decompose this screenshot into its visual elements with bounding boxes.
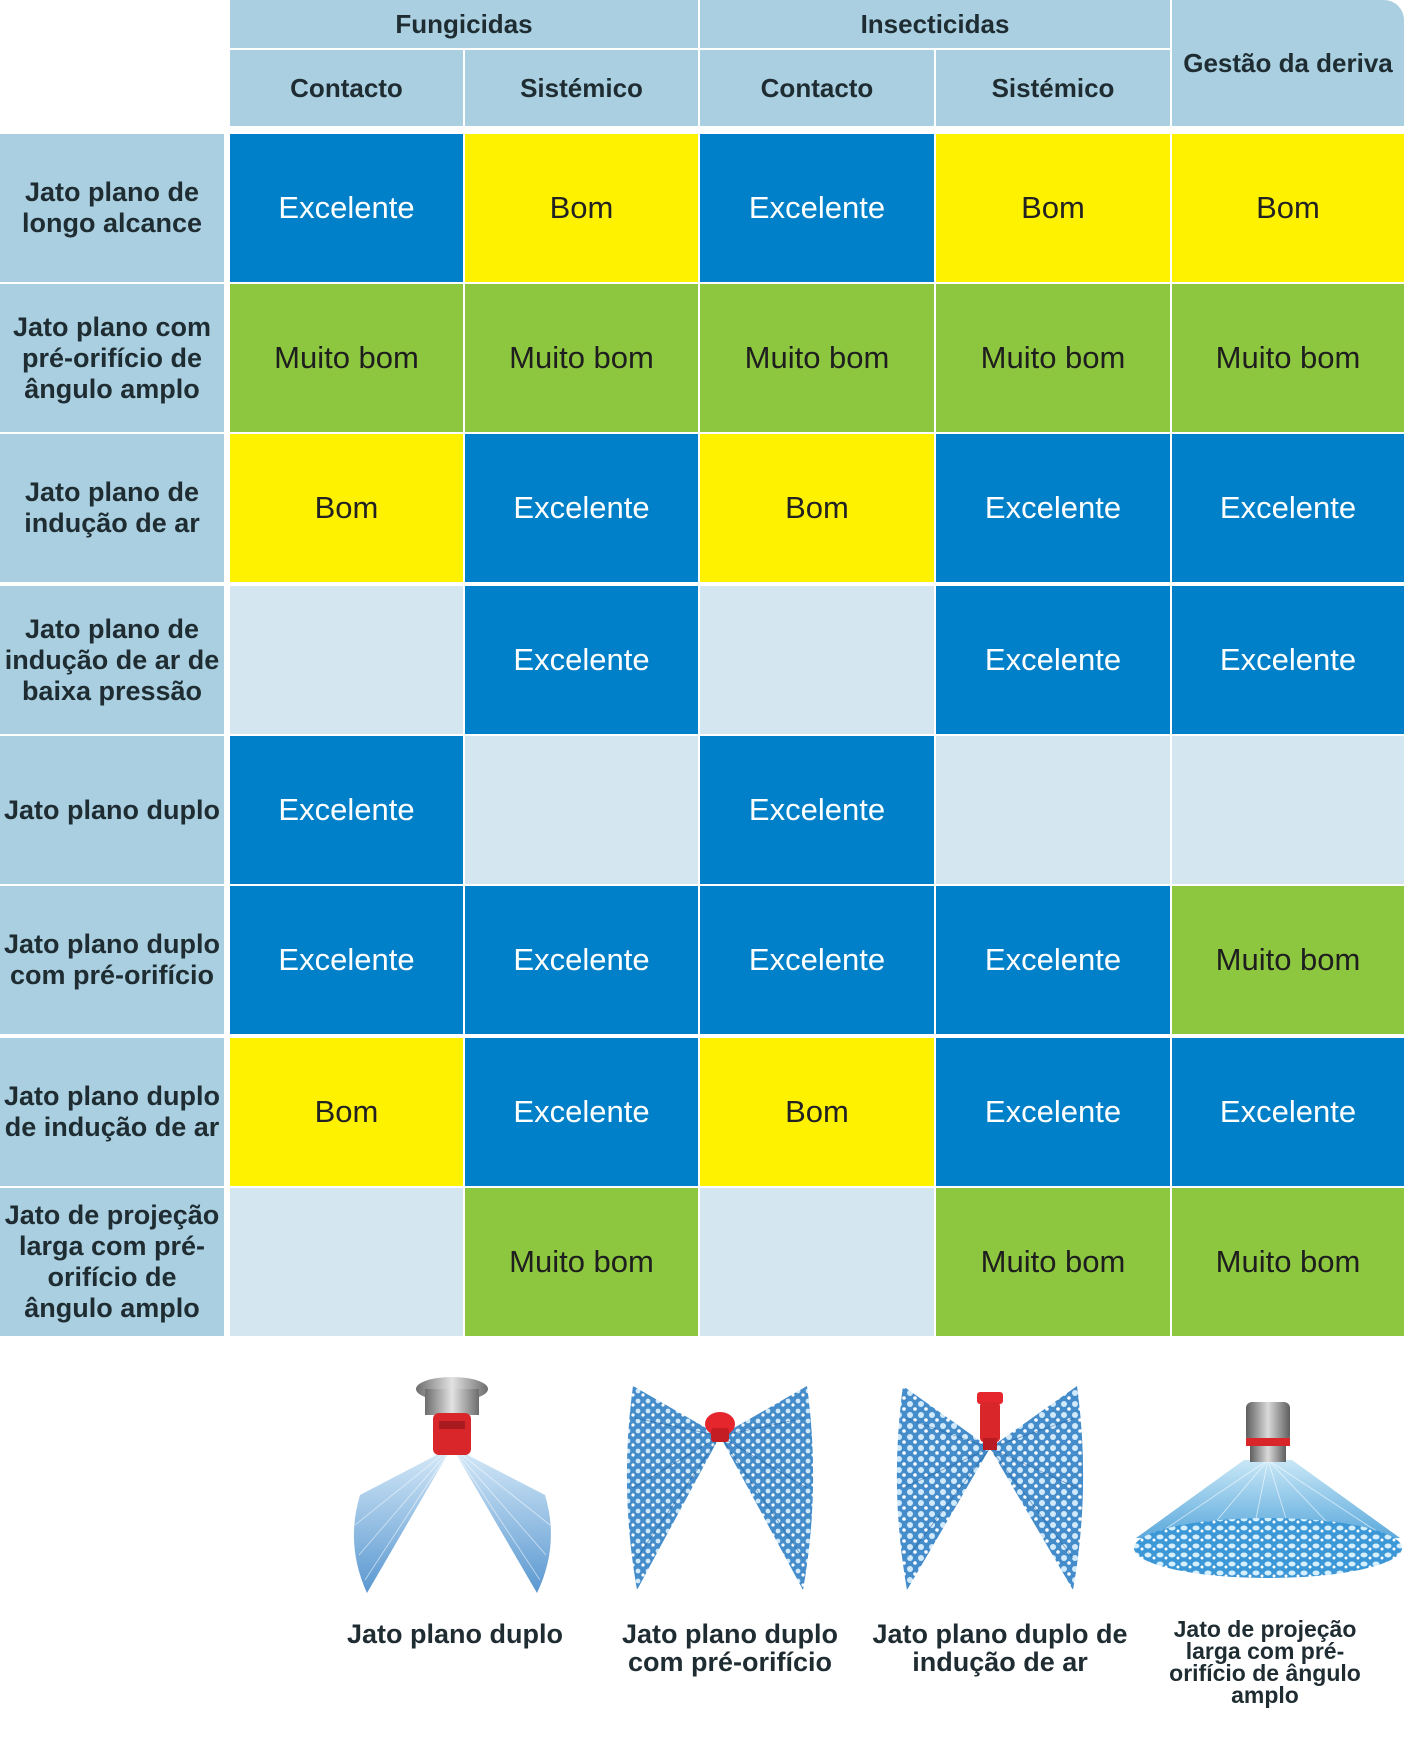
subheader-contacto-insecticidas: Contacto [700,50,934,126]
rating-cell-excelente: Excelente [465,886,698,1034]
nozzle-caption-4: Jato de projeção larga com pré-orifício … [1169,1616,1361,1708]
rating-cell-empty [465,736,698,884]
twin-flat-nozzle-icon [345,1375,560,1595]
rating-cell-excelente: Excelente [1172,434,1404,582]
row-label: Jato plano duplo de indução de ar [0,1038,224,1186]
rating-cell-excelente: Excelente [936,886,1170,1034]
header-drift: Gestão da deriva [1172,0,1404,126]
twin-flat-air-induction-nozzle-icon [895,1378,1085,1593]
rating-cell-excelente: Excelente [465,434,698,582]
rating-cell-empty [700,586,934,734]
rating-cell-excelente: Excelente [465,586,698,734]
nozzle-caption-2: Jato plano duplo com pré-orifício [622,1619,838,1677]
rating-cell-excelente: Excelente [1172,1038,1404,1186]
rating-cell-excelente: Excelente [465,1038,698,1186]
rating-cell-excelente: Excelente [936,1038,1170,1186]
rating-cell-excelente: Excelente [700,736,934,884]
rating-cell-excelente: Excelente [700,134,934,282]
rating-cell-muito-bom: Muito bom [465,1188,698,1336]
rating-cell-muito-bom: Muito bom [936,1188,1170,1336]
rating-cell-excelente: Excelente [1172,586,1404,734]
rating-cell-muito-bom: Muito bom [936,284,1170,432]
row-label: Jato plano duplo com pré-orifício [0,886,224,1034]
rating-cell-empty [1172,736,1404,884]
rating-cell-bom: Bom [700,1038,934,1186]
rating-cell-bom: Bom [230,1038,463,1186]
row-label: Jato plano de indução de ar de baixa pre… [0,586,224,734]
nozzle-caption-1: Jato plano duplo [347,1619,563,1649]
rating-cell-muito-bom: Muito bom [700,284,934,432]
rating-cell-excelente: Excelente [230,134,463,282]
rating-cell-excelente: Excelente [700,886,934,1034]
rating-cell-muito-bom: Muito bom [1172,284,1404,432]
wide-angle-preorifice-nozzle-icon [1132,1398,1404,1583]
twin-flat-preorifice-nozzle-icon [625,1378,815,1593]
rating-cell-excelente: Excelente [936,586,1170,734]
row-label: Jato plano duplo [0,736,224,884]
rating-cell-muito-bom: Muito bom [1172,1188,1404,1336]
rating-cell-excelente: Excelente [230,736,463,884]
rating-cell-excelente: Excelente [230,886,463,1034]
row-label: Jato plano de longo alcance [0,134,224,282]
header-group-insecticidas: Insecticidas [700,0,1170,48]
rating-cell-bom: Bom [1172,134,1404,282]
row-label: Jato plano com pré-orifício de ângulo am… [0,284,224,432]
rating-cell-empty [700,1188,934,1336]
header-group-fungicidas: Fungicidas [230,0,698,48]
rating-cell-empty [936,736,1170,884]
row-label: Jato plano de indução de ar [0,434,224,582]
rating-cell-muito-bom: Muito bom [230,284,463,432]
subheader-sistemico-fungicidas: Sistémico [465,50,698,126]
row-label: Jato de projeção larga com pré-orifício … [0,1188,224,1336]
subheader-sistemico-insecticidas: Sistémico [936,50,1170,126]
nozzle-caption-3: Jato plano duplo de indução de ar [872,1619,1128,1677]
rating-cell-bom: Bom [230,434,463,582]
rating-cell-excelente: Excelente [936,434,1170,582]
rating-cell-muito-bom: Muito bom [1172,886,1404,1034]
rating-cell-bom: Bom [700,434,934,582]
rating-cell-bom: Bom [936,134,1170,282]
rating-cell-empty [230,586,463,734]
rating-cell-empty [230,1188,463,1336]
rating-cell-bom: Bom [465,134,698,282]
rating-cell-muito-bom: Muito bom [465,284,698,432]
subheader-contacto-fungicidas: Contacto [230,50,463,126]
